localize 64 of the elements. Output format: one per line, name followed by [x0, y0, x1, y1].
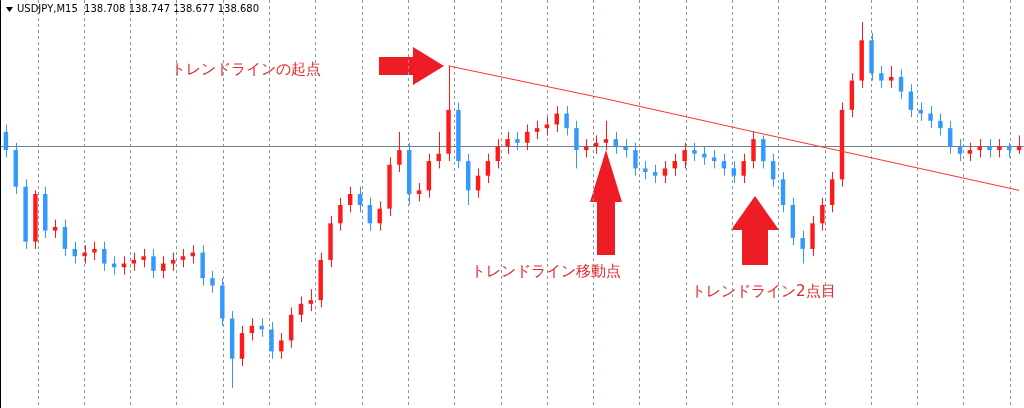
candlestick	[928, 105, 933, 129]
candlestick	[131, 252, 137, 272]
candlestick	[800, 230, 805, 265]
candlestick	[259, 317, 264, 338]
candlestick	[180, 248, 186, 268]
candlestick	[888, 65, 894, 89]
candlestick	[957, 138, 963, 162]
candlestick	[515, 131, 520, 151]
candlestick	[603, 120, 609, 151]
candlestick	[898, 69, 904, 100]
candlestick	[820, 197, 825, 232]
candlestick	[564, 105, 569, 136]
candlestick	[397, 131, 402, 173]
candlestick	[347, 186, 353, 213]
candlestick	[987, 138, 992, 158]
candlestick	[544, 116, 550, 136]
candlestick	[751, 131, 756, 169]
candlestick	[92, 241, 97, 261]
candlestick	[977, 138, 982, 158]
candlestick	[308, 288, 314, 312]
candlestick	[170, 252, 176, 272]
candlestick	[623, 138, 628, 158]
candlestick	[416, 182, 422, 202]
candlestick	[584, 138, 589, 158]
candlestick	[662, 160, 668, 184]
candlestick	[997, 138, 1002, 158]
candlestick	[652, 164, 658, 184]
candlestick	[495, 138, 500, 169]
candlestick	[82, 244, 87, 265]
candlestick	[151, 248, 156, 279]
candlestick	[761, 134, 766, 169]
candlestick	[505, 131, 510, 155]
candlestick	[377, 200, 382, 232]
candlestick	[279, 332, 284, 360]
candlestick	[731, 160, 737, 184]
candlestick	[210, 270, 215, 294]
candlestick	[1016, 134, 1022, 155]
candlestick	[485, 153, 491, 184]
candlestick	[141, 248, 146, 268]
candlestick	[879, 65, 884, 89]
candlestick	[534, 120, 540, 140]
candlestick	[682, 142, 687, 169]
candlestick	[702, 145, 707, 166]
candlestick	[643, 160, 648, 180]
candlestick	[357, 186, 363, 213]
chart-title: USDJPY,M15 138.708 138.747 138.677 138.680	[17, 3, 260, 14]
candlestick	[52, 219, 58, 239]
candlestick	[161, 255, 166, 279]
candlestick	[967, 142, 973, 162]
candlestick	[62, 219, 68, 257]
candlestick	[633, 142, 638, 177]
candlestick	[574, 120, 579, 169]
candlestick	[938, 113, 943, 136]
annotation: トレンドライン2点目	[691, 282, 836, 301]
candlestick	[338, 197, 343, 232]
candlestick	[711, 149, 717, 169]
candlestick	[102, 241, 107, 272]
annotation: トレンドライン移動点	[471, 262, 621, 281]
candlestick	[525, 123, 530, 151]
candlestick	[298, 296, 304, 323]
candlestick	[692, 142, 697, 162]
candlestick	[918, 102, 923, 122]
candlestick	[269, 321, 274, 360]
candlestick	[741, 153, 746, 184]
